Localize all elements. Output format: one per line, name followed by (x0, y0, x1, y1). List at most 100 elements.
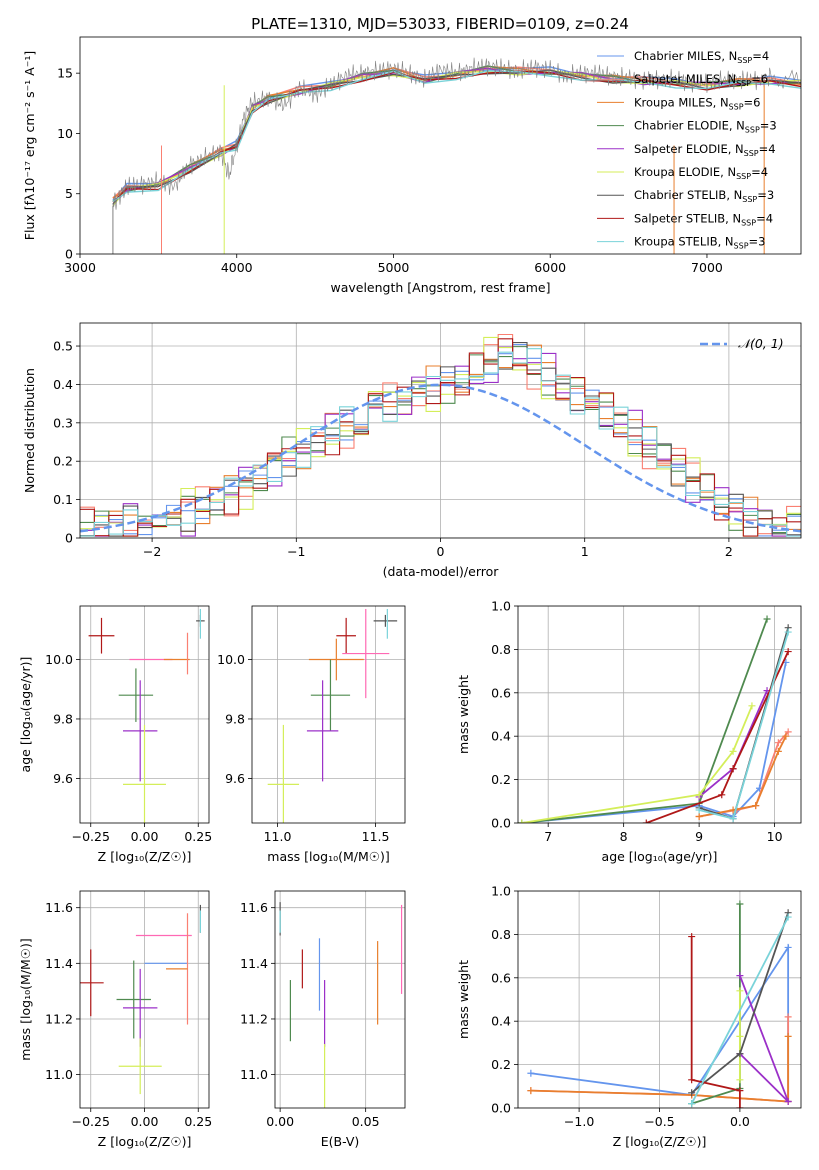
plus-marker (774, 739, 782, 747)
x-tick-label: 11.0 (264, 829, 292, 844)
residuals-panel: 𝒩(0, 1) −2 −1 0 1 2 0 0.1 0.2 0.3 0.4 0.5 (data-mode… (22, 322, 802, 579)
plus-marker (748, 702, 756, 710)
x-tick-label: 4000 (221, 260, 253, 275)
plus-marker (784, 913, 792, 921)
plus-marker (729, 815, 737, 823)
x-tick-label: 0.00 (266, 1114, 294, 1129)
y-tick-label: 0.0 (491, 1101, 511, 1116)
legend-label-suffix: =4 (756, 211, 773, 225)
y-tick-label: 0.3 (53, 415, 73, 430)
plus-marker (784, 728, 792, 736)
spectrum-panel: Chabrier MILES, NSSP=4 Salpeter MILES, NS… (22, 36, 802, 295)
x-tick-label: 7000 (691, 260, 723, 275)
errorbar-point (308, 638, 364, 681)
legend-label: 𝒩(0, 1) (738, 336, 784, 351)
x-axis-label: Z [log₁₀(Z/Z☉)] (98, 849, 192, 864)
y-tick-label: 9.8 (53, 711, 73, 726)
plus-marker (784, 1032, 792, 1040)
x-tick-label: −1 (287, 544, 305, 559)
y-tick-label: 15 (57, 66, 73, 81)
errorbar-point (336, 617, 356, 654)
errorbar-point (80, 949, 104, 1017)
errorbar-point (123, 968, 158, 1047)
legend-label-suffix: =4 (751, 165, 768, 179)
massweight-vs-age-panel: 7 8 9 10 0.0 0.2 0.4 0.6 0.8 1.0 age [log₁₀(age/yr… (456, 599, 802, 864)
y-tick-label: 9.8 (225, 711, 245, 726)
y-axis-label: age [log₁₀(age/yr)] (18, 657, 33, 773)
histogram-step-8 (80, 338, 801, 537)
x-tick-label: 8 (620, 829, 628, 844)
plus-marker (736, 1076, 744, 1084)
errorbar-point (373, 614, 398, 627)
legend-label: Kroupa ELODIE, NSSP=4 (634, 165, 768, 181)
data-spectrum (112, 57, 800, 210)
y-tick-label: 11.4 (240, 956, 268, 971)
errorbar-point (116, 960, 151, 1039)
x-axis-label: (data-model)/error (383, 564, 500, 579)
y-tick-label: 10.0 (217, 652, 245, 667)
legend-label: Salpeter ELODIE, NSSP=4 (634, 142, 776, 158)
x-tick-label: 0.25 (184, 1114, 212, 1129)
y-axis-label: mass weight (456, 675, 471, 754)
x-tick-label: 0.25 (184, 829, 212, 844)
y-tick-label: 10 (57, 126, 73, 141)
legend-label-suffix: =6 (751, 72, 768, 86)
mass-vs-Z-marks (80, 891, 209, 1108)
plus-marker (688, 1089, 696, 1097)
x-axis-label: age [log₁₀(age/yr)] (602, 849, 718, 864)
y-tick-label: 10.0 (45, 652, 73, 667)
legend-label: Chabrier ELODIE, NSSP=3 (634, 119, 777, 135)
plus-marker (736, 1104, 744, 1108)
plus-marker (695, 791, 703, 799)
y-tick-label: 1.0 (491, 599, 511, 614)
x-axis-label: Z [log₁₀(Z/Z☉)] (613, 1134, 707, 1149)
legend-label: Salpeter MILES, NSSP=6 (634, 72, 768, 88)
errorbar-point (342, 608, 390, 699)
plus-marker (736, 1087, 744, 1095)
model-line-9 (112, 70, 801, 203)
errorbar-point (310, 659, 351, 731)
plus-marker (752, 802, 760, 810)
model-line-6 (112, 69, 801, 207)
y-tick-label: 11.0 (240, 1067, 268, 1082)
model-line-8 (112, 70, 801, 203)
x-tick-label: 3000 (64, 260, 96, 275)
residuals-marks (80, 323, 801, 538)
legend-label-main: Kroupa ELODIE, N (634, 165, 736, 179)
errorbar-point (123, 724, 166, 823)
plus-marker (527, 1069, 535, 1077)
plus-marker (527, 1087, 535, 1095)
y-tick-label: 5 (65, 186, 73, 201)
y-tick-label: 11.4 (45, 956, 73, 971)
y-tick-label: 11.2 (45, 1011, 73, 1026)
legend-label-sub: SSP (734, 242, 749, 251)
x-tick-label: 0.00 (131, 829, 159, 844)
age-vs-mass-panel: 11.0 11.5 9.6 9.8 10.0 mass [log₁₀(M/M☉)] (217, 605, 406, 864)
legend-label-sub: SSP (742, 195, 757, 204)
y-tick-label: 11.2 (240, 1011, 268, 1026)
legend-label-suffix: =3 (757, 188, 774, 202)
x-tick-label: 0.00 (131, 1114, 159, 1129)
y-tick-label: 9.6 (225, 771, 245, 786)
legend-label: Chabrier MILES, NSSP=4 (634, 49, 769, 65)
y-tick-label: 0.0 (491, 816, 511, 831)
massweight-vs-age-marks (518, 606, 801, 823)
plus-marker (736, 900, 744, 908)
plus-marker (736, 972, 744, 980)
y-tick-label: 0.6 (491, 970, 511, 985)
figure-title: PLATE=1310, MJD=53033, FIBERID=0109, z=0… (251, 15, 629, 33)
y-tick-label: 11.6 (45, 900, 73, 915)
x-tick-label: 2 (725, 544, 733, 559)
x-tick-label: 7 (544, 829, 552, 844)
y-tick-label: 0.1 (53, 492, 73, 507)
x-tick-label: 11.5 (362, 829, 390, 844)
legend-label-main: Chabrier ELODIE, N (634, 119, 745, 133)
x-axis-label: wavelength [Angstrom, rest frame] (330, 280, 550, 295)
y-tick-label: 0.2 (491, 772, 511, 787)
x-axis-label: Z [log₁₀(Z/Z☉)] (98, 1134, 192, 1149)
plus-marker (784, 628, 792, 636)
plus-marker (688, 1100, 696, 1108)
massweight-vs-age-frame (517, 605, 802, 824)
legend-label-main: Salpeter ELODIE, N (634, 142, 744, 156)
